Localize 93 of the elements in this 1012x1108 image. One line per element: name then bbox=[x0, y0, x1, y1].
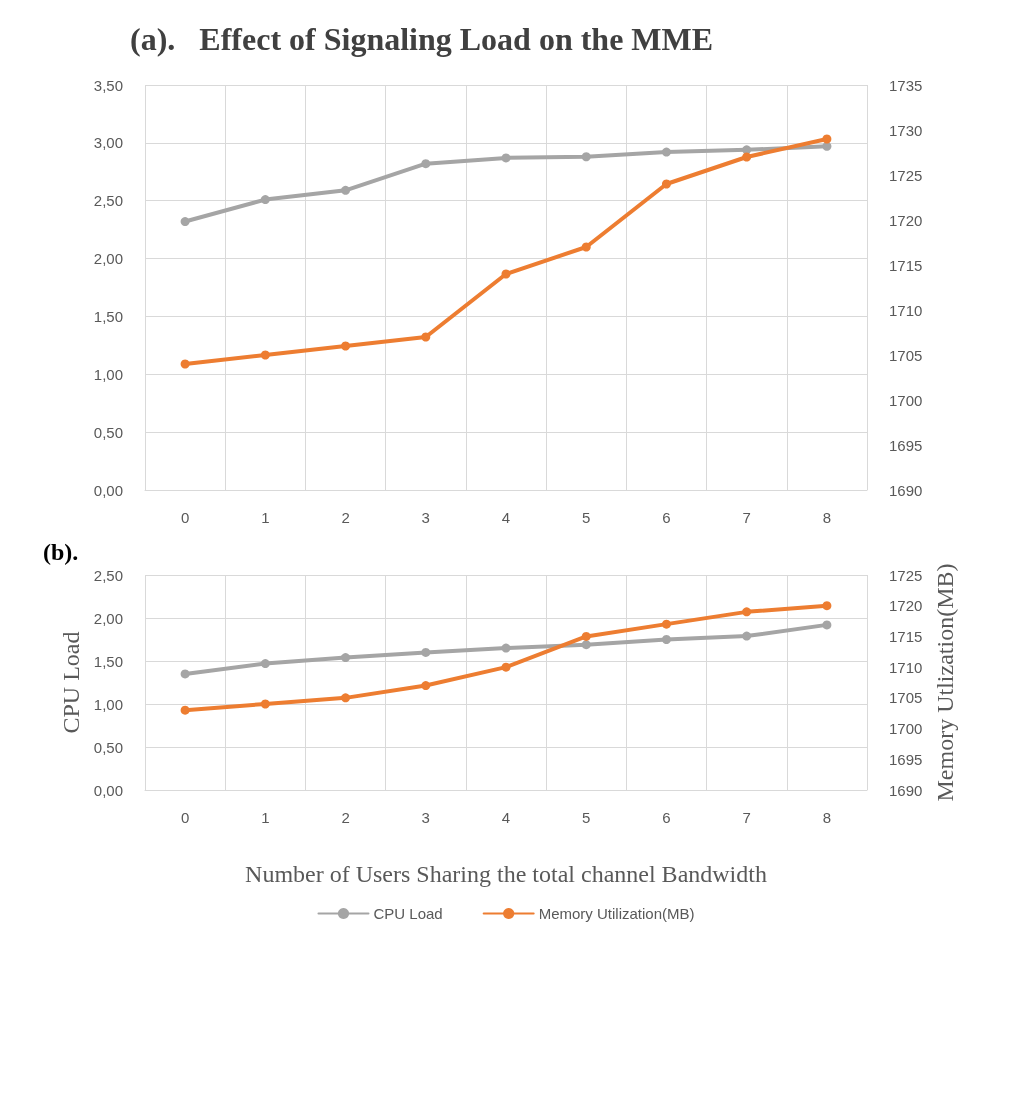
point bbox=[341, 185, 351, 195]
point bbox=[742, 145, 752, 155]
x-tick-label: 5 bbox=[582, 809, 591, 826]
y-tick-label: 1,50 bbox=[93, 307, 123, 325]
point bbox=[180, 359, 190, 369]
y-tick-label: 1,00 bbox=[93, 695, 123, 713]
y-tick-label: 0,00 bbox=[93, 781, 123, 799]
y-tick-label: 3,50 bbox=[93, 76, 123, 94]
point bbox=[581, 152, 591, 162]
x-tick-label: 1 bbox=[261, 509, 270, 526]
y2-tick-label: 1705 bbox=[889, 346, 923, 364]
point bbox=[341, 693, 351, 703]
x-tick-label: 4 bbox=[501, 809, 511, 826]
y2-tick-label: 1725 bbox=[889, 566, 923, 584]
point bbox=[581, 640, 591, 650]
y2-tick-label: 1700 bbox=[889, 720, 923, 738]
y-tick-label: 1,00 bbox=[93, 365, 123, 383]
x-tick-label: 8 bbox=[822, 809, 832, 826]
y-tick-label: 0,50 bbox=[93, 738, 123, 756]
point bbox=[180, 669, 190, 679]
y-tick-label: 1,50 bbox=[93, 652, 123, 670]
point bbox=[421, 159, 431, 169]
y2-tick-label: 1710 bbox=[889, 301, 923, 319]
y-tick-label: 2,50 bbox=[93, 566, 123, 584]
y2-tick-label: 1690 bbox=[889, 481, 923, 499]
y2-tick-label: 1710 bbox=[889, 658, 923, 676]
point bbox=[581, 631, 591, 641]
point bbox=[421, 681, 431, 691]
x-tick-label: 0 bbox=[180, 509, 190, 526]
x-tick-label: 3 bbox=[421, 809, 430, 826]
chart-title: (a). Effect of Signaling Load on the MME bbox=[130, 21, 714, 57]
y-tick-label: 0,50 bbox=[93, 423, 123, 441]
y-tick-label: 0,00 bbox=[93, 481, 123, 499]
y2-tick-label: 1695 bbox=[889, 750, 923, 768]
point bbox=[421, 332, 431, 342]
x-tick-label: 6 bbox=[662, 809, 671, 826]
point bbox=[260, 699, 270, 709]
y-tick-label: 2,00 bbox=[93, 250, 123, 268]
y2-tick-label: 1730 bbox=[889, 121, 923, 139]
y2-axis-title: Memory Utlization(MB) bbox=[932, 563, 959, 802]
y-tick-label: 3,00 bbox=[93, 134, 123, 152]
y2-tick-label: 1715 bbox=[889, 256, 923, 274]
x-tick-label: 2 bbox=[341, 509, 350, 526]
point bbox=[260, 659, 270, 669]
y2-tick-label: 1725 bbox=[889, 166, 923, 184]
y2-tick-label: 1735 bbox=[889, 76, 923, 94]
point bbox=[822, 601, 832, 611]
y-tick-label: 2,00 bbox=[93, 609, 123, 627]
legend-label: CPU Load bbox=[373, 905, 443, 922]
point bbox=[581, 242, 591, 252]
y2-tick-label: 1715 bbox=[889, 627, 923, 645]
point bbox=[822, 134, 832, 144]
x-tick-label: 3 bbox=[421, 509, 430, 526]
x-tick-label: 4 bbox=[501, 509, 511, 526]
y-tick-label: 2,50 bbox=[93, 192, 123, 210]
x-tick-label: 8 bbox=[822, 509, 832, 526]
point bbox=[661, 635, 671, 644]
point bbox=[742, 631, 752, 641]
y-axis-title: CPU Load bbox=[57, 631, 84, 734]
point bbox=[501, 643, 511, 653]
x-tick-label: 7 bbox=[742, 509, 751, 526]
point bbox=[341, 341, 351, 351]
point bbox=[742, 607, 752, 617]
y2-tick-label: 1700 bbox=[889, 391, 923, 409]
point bbox=[501, 269, 511, 279]
x-tick-label: 0 bbox=[180, 809, 190, 826]
point bbox=[260, 350, 270, 360]
chart-title: (b). bbox=[43, 539, 79, 565]
point bbox=[501, 153, 511, 163]
legend-label: Memory Utilization(MB) bbox=[538, 905, 695, 922]
x-tick-label: 6 bbox=[662, 509, 671, 526]
point bbox=[180, 705, 190, 715]
point bbox=[661, 619, 671, 629]
point bbox=[822, 620, 832, 630]
point bbox=[421, 647, 431, 657]
y2-tick-label: 1720 bbox=[889, 211, 923, 229]
point bbox=[822, 141, 832, 151]
point bbox=[661, 147, 671, 157]
point bbox=[501, 662, 511, 672]
point bbox=[341, 653, 351, 663]
y2-tick-label: 1690 bbox=[889, 781, 923, 799]
point bbox=[180, 217, 190, 227]
point bbox=[260, 195, 270, 205]
x-tick-label: 7 bbox=[742, 809, 751, 826]
y2-tick-label: 1695 bbox=[889, 436, 923, 454]
point bbox=[742, 152, 752, 162]
y2-tick-label: 1705 bbox=[889, 689, 923, 707]
x-tick-label: 1 bbox=[261, 809, 270, 826]
x-axis-title: Number of Users Sharing the total channel Bandwidth bbox=[245, 861, 767, 887]
x-tick-label: 5 bbox=[582, 509, 591, 526]
x-tick-label: 2 bbox=[341, 809, 350, 826]
y2-tick-label: 1720 bbox=[889, 597, 923, 615]
point bbox=[661, 179, 671, 189]
